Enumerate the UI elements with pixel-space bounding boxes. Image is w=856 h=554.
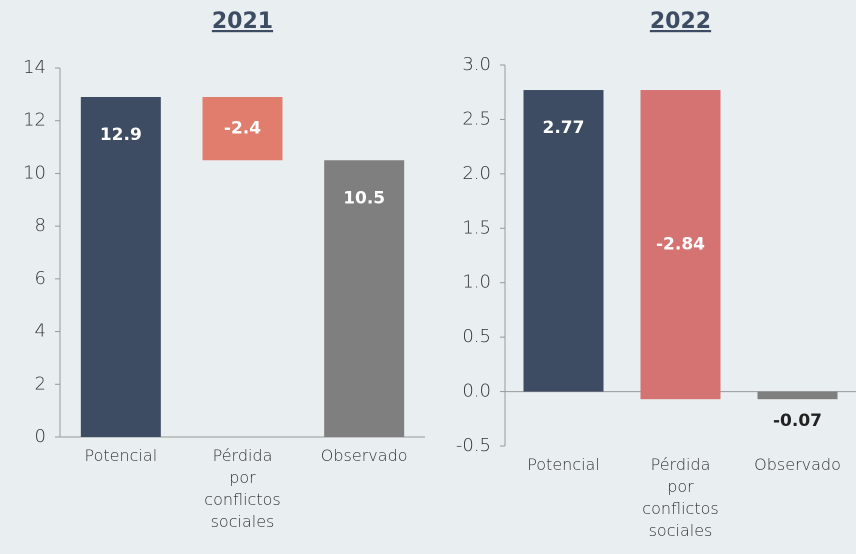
y-tick-label: 2.5 xyxy=(462,108,491,129)
bar xyxy=(324,160,405,437)
y-tick-label: 2.0 xyxy=(462,163,491,184)
bar xyxy=(640,90,721,400)
y-tick-label: 4 xyxy=(35,321,46,342)
y-tick-label: 8 xyxy=(35,215,46,236)
x-tick-label: Observado xyxy=(320,446,408,465)
x-tick-label: Potencial xyxy=(84,446,158,465)
bar xyxy=(757,391,838,400)
chart-title: 2021 xyxy=(212,9,273,34)
y-tick-label: 2 xyxy=(35,373,46,394)
x-tick-label: Pérdida por conflictos sociales xyxy=(204,446,281,531)
data-label: 2.77 xyxy=(543,118,585,138)
data-label: 10.5 xyxy=(343,188,385,208)
y-tick-label: 0 xyxy=(35,426,46,447)
y-tick-label: 0.5 xyxy=(462,326,491,347)
y-tick-label: -0.5 xyxy=(456,435,491,456)
x-tick-label: Pérdida por conflictos sociales xyxy=(642,455,719,540)
x-tick-label: Observado xyxy=(754,455,841,474)
y-tick-label: 1.5 xyxy=(462,217,491,238)
y-tick-label: 14 xyxy=(23,57,46,78)
y-tick-label: 1.0 xyxy=(462,272,491,293)
y-tick-label: 12 xyxy=(23,110,46,131)
data-label: -0.07 xyxy=(773,411,822,431)
data-label: -2.4 xyxy=(224,119,261,139)
data-label: -2.84 xyxy=(656,235,705,255)
y-tick-label: 3.0 xyxy=(462,54,491,75)
y-tick-label: 6 xyxy=(35,268,46,289)
data-label: 12.9 xyxy=(100,125,142,145)
chart-title: 2022 xyxy=(650,9,711,34)
bar xyxy=(523,90,604,392)
y-tick-label: 10 xyxy=(23,162,46,183)
x-tick-label: Potencial xyxy=(527,455,600,474)
bar xyxy=(80,96,161,437)
y-tick-label: 0.0 xyxy=(462,381,491,402)
bar xyxy=(202,96,283,161)
